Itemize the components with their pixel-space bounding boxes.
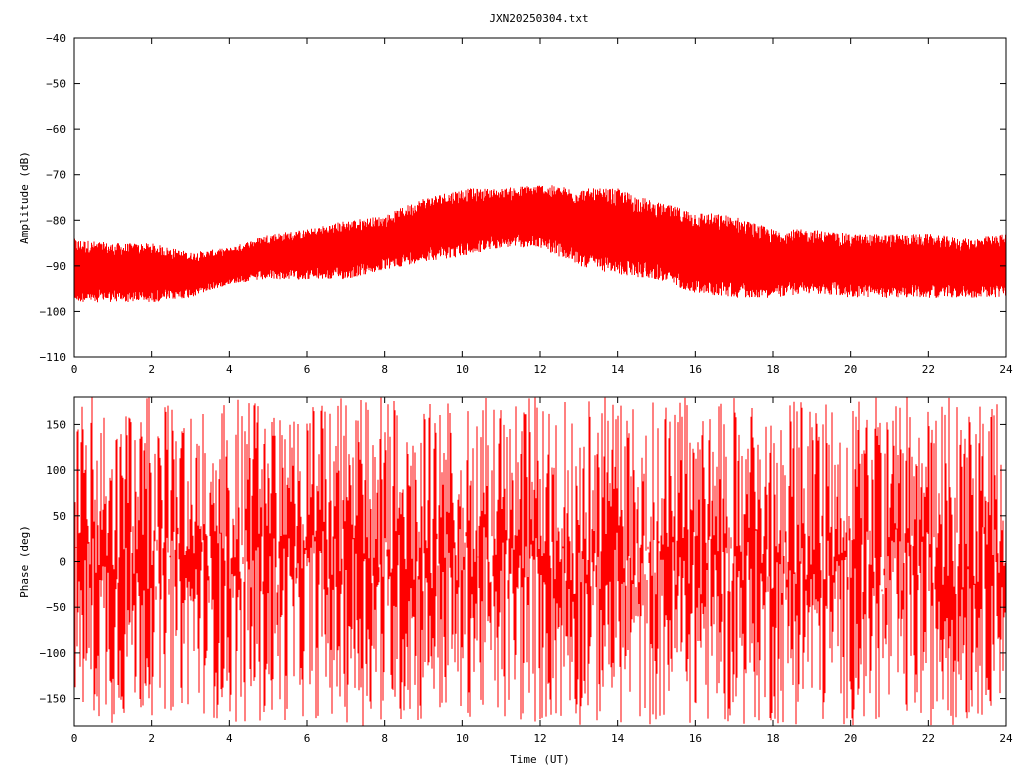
phase-x-tick-label: 10 [456, 732, 469, 745]
amplitude-x-tick-label: 20 [844, 363, 857, 376]
phase-x-tick-label: 12 [533, 732, 546, 745]
phase-y-tick-label: −100 [40, 647, 67, 660]
phase-x-tick-label: 6 [304, 732, 311, 745]
phase-x-tick-label: 16 [689, 732, 702, 745]
amplitude-x-tick-label: 0 [71, 363, 78, 376]
phase-x-tick-label: 20 [844, 732, 857, 745]
phase-y-axis-label: Phase (deg) [18, 525, 31, 598]
phase-x-axis-label: Time (UT) [510, 753, 570, 766]
amplitude-x-tick-label: 24 [999, 363, 1013, 376]
amplitude-y-tick-label: −110 [40, 351, 67, 364]
phase-y-tick-label: 0 [59, 556, 66, 569]
phase-y-tick-label: 150 [46, 418, 66, 431]
phase-x-tick-label: 2 [148, 732, 155, 745]
phase-y-tick-label: −50 [46, 601, 66, 614]
phase-x-tick-label: 18 [766, 732, 779, 745]
phase-x-tick-label: 8 [381, 732, 388, 745]
amplitude-x-tick-label: 22 [922, 363, 935, 376]
amplitude-x-tick-label: 2 [148, 363, 155, 376]
amplitude-y-tick-label: −100 [40, 305, 67, 318]
amplitude-y-tick-label: −50 [46, 78, 66, 91]
phase-x-tick-label: 24 [999, 732, 1013, 745]
amplitude-x-tick-label: 18 [766, 363, 779, 376]
amplitude-x-tick-label: 16 [689, 363, 702, 376]
phase-x-tick-label: 14 [611, 732, 625, 745]
amplitude-x-tick-label: 12 [533, 363, 546, 376]
amplitude-x-tick-label: 4 [226, 363, 233, 376]
amplitude-x-tick-label: 8 [381, 363, 388, 376]
amplitude-series-trace [74, 185, 1006, 303]
amplitude-x-tick-label: 14 [611, 363, 625, 376]
phase-x-tick-label: 4 [226, 732, 233, 745]
phase-y-tick-label: −150 [40, 693, 67, 706]
amplitude-y-tick-label: −60 [46, 123, 66, 136]
amplitude-x-tick-label: 6 [304, 363, 311, 376]
amplitude-y-tick-label: −70 [46, 169, 66, 182]
chart-title: JXN20250304.txt [489, 12, 588, 25]
phase-y-tick-label: 100 [46, 464, 66, 477]
phase-x-tick-label: 0 [71, 732, 78, 745]
phase-series-trace [74, 397, 1006, 726]
amplitude-y-tick-label: −40 [46, 32, 66, 45]
amplitude-y-axis-label: Amplitude (dB) [18, 151, 31, 244]
phase-x-tick-label: 22 [922, 732, 935, 745]
amplitude-x-tick-label: 10 [456, 363, 469, 376]
phase-y-tick-label: 50 [53, 510, 66, 523]
amplitude-y-tick-label: −90 [46, 260, 66, 273]
amplitude-y-tick-label: −80 [46, 214, 66, 227]
